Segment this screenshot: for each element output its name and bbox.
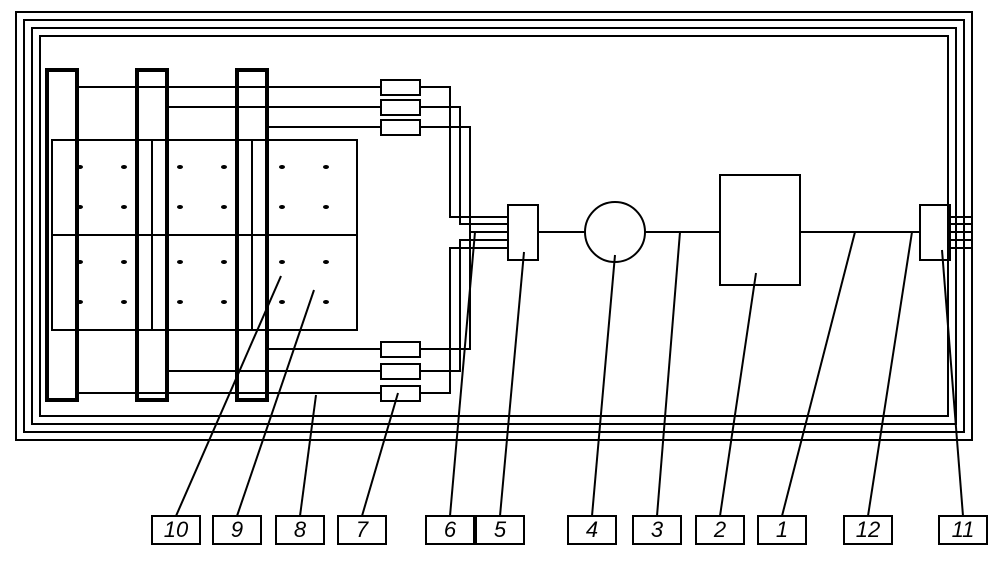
callout-leader [720,273,756,516]
grid-dot [221,205,227,209]
callout-label: 10 [164,517,189,542]
callout-label: 6 [444,517,457,542]
grid-dot [279,165,285,169]
grid-dot [177,165,183,169]
small-component [381,364,420,379]
circle-component [585,202,645,262]
callout-leader [300,395,316,516]
callout-label: 11 [952,517,975,542]
large-component [720,175,800,285]
callout-leader [782,232,855,516]
callout-leader [592,255,615,516]
grid-dot [121,260,127,264]
callout-leader [500,252,524,516]
small-component [381,100,420,115]
callout-leader [657,232,680,516]
grid-dot [221,260,227,264]
callout-label: 3 [651,517,664,542]
callout-leader [942,250,963,516]
callout-label: 7 [356,517,369,542]
callout-label: 5 [494,517,507,542]
callout-leader [362,393,398,516]
grid-dot [177,300,183,304]
left-junction-block [508,205,538,260]
grid-dot [121,205,127,209]
grid-dot [323,205,329,209]
grid-dot [121,165,127,169]
callout-label: 9 [231,517,243,542]
callout-label: 12 [856,517,880,542]
grid-dot [221,300,227,304]
grid-dot [323,165,329,169]
grid-dot [279,300,285,304]
schematic-diagram: 10 9 8 7 6 5 4 3 2 1 12 11 [0,0,1000,579]
grid-dot [323,260,329,264]
route-to-left-block [420,107,508,224]
callout-leader [868,232,912,516]
grid-dot [279,205,285,209]
grid-dot [121,300,127,304]
grid-dot [177,205,183,209]
small-component [381,342,420,357]
callout-label: 4 [586,517,598,542]
callout-label: 8 [294,517,307,542]
right-junction-block [920,205,950,260]
grid-dot [177,260,183,264]
callout-label: 2 [713,517,726,542]
callout-leader [237,290,314,516]
small-component [381,80,420,95]
grid-dot [221,165,227,169]
outer-route-rect [40,36,948,416]
callout-label: 1 [776,517,788,542]
grid-dot [279,260,285,264]
grid-dot [323,300,329,304]
outer-route-rect [16,12,972,440]
small-component [381,120,420,135]
callout-leader [450,232,475,516]
small-component [381,386,420,401]
route-to-left-block [420,232,508,349]
